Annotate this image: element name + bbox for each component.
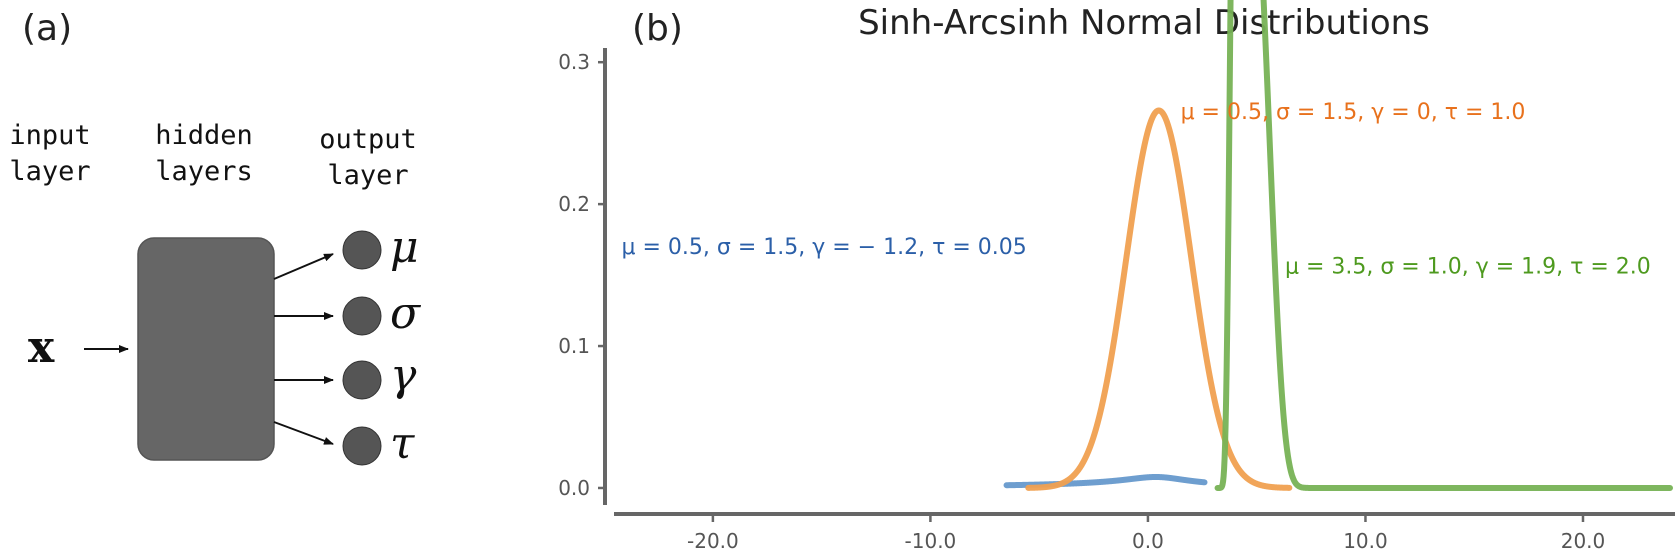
input-layer-label-line1: input [9, 120, 90, 151]
output-node-mu [342, 230, 382, 270]
panel-a-label: (a) [22, 8, 72, 49]
output-arrow-tau [273, 421, 334, 445]
x-tick-label: 10.0 [1343, 529, 1388, 553]
y-tick-label: 0.1 [558, 334, 590, 358]
output-symbol-tau: τ [390, 418, 415, 469]
x-tick-label: 0.0 [1132, 529, 1164, 553]
x-tick-label: -10.0 [905, 529, 957, 553]
y-tick-label: 0.3 [558, 50, 590, 74]
y-ticks: 0.0 0.1 0.2 0.3 [558, 50, 605, 500]
output-node-sigma [342, 296, 382, 336]
panel-a: (a) input layer hidden layers output lay… [9, 8, 422, 469]
output-layer-label-line1: output [319, 124, 417, 155]
output-arrow-mu [273, 253, 334, 280]
hidden-layers-label-line1: hidden [155, 120, 253, 151]
panel-b: (b) Sinh-Arcsinh Normal Distributions 0.… [558, 0, 1675, 553]
x-ticks: -20.0 -10.0 0.0 10.0 20.0 [687, 514, 1605, 553]
hidden-layers-block [137, 237, 275, 461]
y-tick-label: 0.0 [558, 476, 590, 500]
series-line-1 [1025, 107, 1293, 491]
x-tick-label: -20.0 [687, 529, 739, 553]
series-line-0 [1003, 473, 1208, 489]
series-annotation-0: μ = 0.5, σ = 1.5, γ = − 1.2, τ = 0.05 [622, 235, 1027, 260]
output-layer-label-line2: layer [327, 160, 408, 191]
x-tick-label: 20.0 [1561, 529, 1606, 553]
chart-title: Sinh-Arcsinh Normal Distributions [858, 3, 1430, 43]
output-symbol-mu: μ [390, 222, 419, 273]
distribution-curves [1003, 0, 1673, 491]
series-annotation-2: μ = 3.5, σ = 1.0, γ = 1.9, τ = 2.0 [1285, 255, 1651, 280]
output-node-gamma [342, 360, 382, 400]
curve-annotations: μ = 0.5, σ = 1.5, γ = − 1.2, τ = 0.05 μ =… [622, 100, 1651, 280]
output-symbol-sigma: σ [390, 288, 422, 339]
output-node-tau [342, 426, 382, 466]
input-layer-label-line2: layer [9, 156, 90, 187]
output-symbol-gamma: γ [390, 350, 417, 401]
input-x-symbol: x [28, 322, 55, 373]
panel-b-label: (b) [632, 8, 683, 49]
series-line-2 [1214, 0, 1673, 491]
series-annotation-1: μ = 0.5, σ = 1.5, γ = 0, τ = 1.0 [1181, 100, 1526, 125]
hidden-layers-label-line2: layers [155, 156, 253, 187]
y-tick-label: 0.2 [558, 192, 590, 216]
